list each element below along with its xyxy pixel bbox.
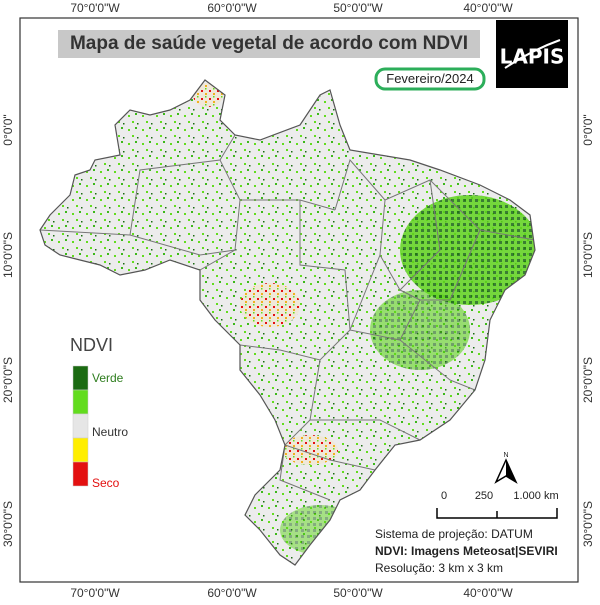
map-title: Mapa de saúde vegetal de acordo com NDVI [70,33,468,54]
longitude-label: 70°0'0"W [70,1,120,15]
legend [72,365,89,487]
latitude-label: 10°0'0"S [581,232,595,278]
brazil-outline [39,79,536,566]
latitude-label: 0°0'0" [1,114,15,145]
latitude-label: 30°0'0"S [1,501,15,547]
latitude-label: 20°0'0"S [1,357,15,403]
legend-swatch [72,413,89,439]
scale-label: 250 [475,490,493,502]
scale-label: 0 [441,490,447,502]
info-line: Sistema de projeção: DATUM [375,527,533,541]
legend-swatch [72,461,89,487]
logo-box [496,20,568,88]
legend-swatch [72,365,89,391]
legend-label: Seco [92,476,120,490]
title-box [58,30,480,58]
longitude-label: 60°0'0"W [207,586,257,600]
legend-label: Verde [92,371,124,385]
longitude-label: 40°0'0"W [463,586,513,600]
legend-swatch [72,437,89,463]
latitude-label: 10°0'0"S [1,232,15,278]
date: Fevereiro/2024 [386,71,473,86]
legend-title: NDVI [70,335,113,355]
north-arrow: N [494,452,518,484]
scale-bar [436,508,558,519]
latitude-label: 30°0'0"S [581,501,595,547]
info-line: NDVI: Imagens Meteosat|SEVIRI [375,544,558,558]
info-line: Resolução: 3 km x 3 km [375,561,503,575]
longitude-label: 50°0'0"W [333,586,383,600]
longitude-label: 50°0'0"W [333,1,383,15]
scale-label: 1.000 km [513,490,558,502]
longitude-label: 70°0'0"W [70,586,120,600]
date-badge [374,67,486,91]
logo-swoosh [504,39,561,69]
legend-label: Neutro [92,425,128,439]
north-label: N [503,452,508,459]
latitude-label: 0°0'0" [581,114,595,145]
legend-swatch [72,389,89,415]
longitude-label: 60°0'0"W [207,1,257,15]
latitude-label: 20°0'0"S [581,357,595,403]
longitude-label: 40°0'0"W [463,1,513,15]
